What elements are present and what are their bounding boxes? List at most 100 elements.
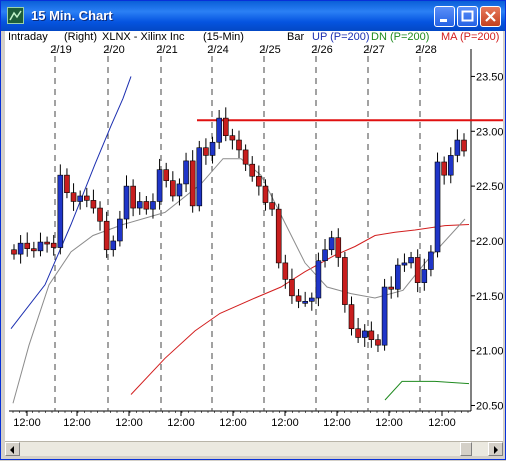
down-candle bbox=[50, 242, 57, 248]
date-label: 2/24 bbox=[207, 44, 228, 56]
down-candle bbox=[70, 192, 77, 202]
up-candle bbox=[17, 242, 24, 255]
date-label: 2/27 bbox=[363, 44, 384, 56]
price-chart[interactable]: 2/19 2/20 2/21 2/24 2/25 2/26 2/27 2/28 23.50 23… bbox=[5, 31, 504, 456]
up-candle bbox=[117, 218, 123, 242]
down-candle bbox=[64, 174, 70, 194]
down-candle bbox=[97, 207, 103, 222]
up-candle bbox=[136, 201, 143, 209]
scroll-right-button[interactable] bbox=[488, 442, 503, 456]
down-candle bbox=[103, 220, 110, 251]
down-candle bbox=[11, 249, 17, 255]
y-tick-label: 21.00 bbox=[476, 346, 503, 358]
up-candle bbox=[123, 185, 130, 220]
scroll-left-button[interactable] bbox=[5, 442, 20, 456]
title-bar[interactable]: 15 Min. Chart bbox=[1, 1, 505, 31]
up-candle bbox=[209, 141, 216, 156]
close-button[interactable] bbox=[480, 6, 501, 27]
y-tick-label: 21.50 bbox=[476, 291, 503, 303]
down-candle bbox=[83, 195, 90, 201]
down-candle bbox=[368, 330, 375, 340]
down-candle bbox=[130, 185, 136, 209]
x-tick-label: 12:00 bbox=[13, 417, 41, 429]
maximize-button[interactable] bbox=[457, 6, 478, 27]
up-candle bbox=[110, 240, 117, 251]
x-tick-label: 12:00 bbox=[115, 417, 143, 429]
down-candle bbox=[355, 328, 361, 338]
dn-band-legend: DN (P=200) bbox=[371, 31, 430, 43]
down-candle bbox=[143, 201, 150, 210]
x-tick-label: 12:00 bbox=[219, 417, 247, 429]
date-label: 2/28 bbox=[415, 44, 436, 56]
date-label: 2/21 bbox=[156, 44, 177, 56]
down-candle bbox=[236, 139, 242, 151]
up-candle bbox=[381, 286, 388, 346]
up-candle bbox=[401, 262, 408, 266]
up-candle bbox=[176, 183, 183, 197]
up-candle bbox=[196, 147, 203, 207]
down-candle bbox=[31, 248, 37, 252]
up-candle bbox=[434, 161, 441, 253]
up-candle bbox=[150, 201, 156, 210]
up-candle bbox=[216, 117, 222, 143]
down-candle bbox=[44, 241, 50, 245]
down-candle bbox=[441, 161, 447, 176]
date-label: 2/19 bbox=[50, 44, 71, 56]
minimize-button[interactable] bbox=[434, 6, 455, 27]
up-candle bbox=[37, 241, 44, 252]
chart-area[interactable]: 2/19 2/20 2/21 2/24 2/25 2/26 2/27 2/28 23.50 23… bbox=[5, 31, 504, 456]
up-band-line bbox=[10, 76, 132, 330]
chart-style-label: Bar bbox=[287, 31, 305, 43]
up-candle bbox=[395, 264, 401, 290]
down-candle bbox=[335, 237, 342, 258]
up-candle bbox=[156, 169, 163, 202]
date-label: 2/25 bbox=[259, 44, 280, 56]
up-candle bbox=[428, 251, 434, 270]
scroll-thumb[interactable] bbox=[460, 442, 472, 456]
down-candle bbox=[414, 257, 421, 283]
down-candle bbox=[342, 257, 348, 305]
ma-legend: MA (P=200) bbox=[441, 31, 500, 43]
down-candle bbox=[289, 279, 295, 297]
up-candle bbox=[77, 195, 83, 202]
up-candle bbox=[322, 249, 328, 262]
date-label: 2/26 bbox=[311, 44, 332, 56]
gray-average-line bbox=[12, 158, 466, 404]
y-tick-label: 23.00 bbox=[476, 126, 503, 138]
horizontal-scrollbar[interactable] bbox=[5, 441, 503, 456]
down-candle bbox=[275, 208, 282, 264]
y-tick-label: 23.50 bbox=[476, 71, 503, 83]
dn-band-line bbox=[384, 380, 470, 401]
down-candle bbox=[203, 147, 209, 156]
down-candle bbox=[295, 295, 302, 302]
window-title: 15 Min. Chart bbox=[31, 8, 113, 23]
x-tick-label: 12:00 bbox=[375, 417, 403, 429]
y-tick-label: 20.50 bbox=[476, 401, 503, 413]
up-candle bbox=[57, 174, 64, 248]
y-tick-label: 22.50 bbox=[476, 181, 503, 193]
up-candle bbox=[308, 297, 315, 302]
up-candle bbox=[447, 155, 454, 176]
down-candle bbox=[269, 202, 275, 210]
up-candle bbox=[454, 139, 461, 156]
period-label: Intraday bbox=[8, 31, 48, 43]
symbol-label: XLNX - Xilinx Inc bbox=[102, 31, 185, 43]
x-tick-label: 12:00 bbox=[271, 417, 299, 429]
x-tick-label: 12:00 bbox=[167, 417, 195, 429]
up-candle bbox=[183, 160, 189, 185]
up-candle bbox=[421, 269, 428, 283]
interval-label: (15-Min) bbox=[203, 31, 244, 43]
down-candle bbox=[222, 117, 229, 136]
y-tick-label: 22.00 bbox=[476, 236, 503, 248]
x-tick-label: 12:00 bbox=[63, 417, 91, 429]
down-candle bbox=[348, 304, 355, 330]
down-candle bbox=[249, 163, 256, 177]
down-candle bbox=[170, 180, 176, 197]
up-candle bbox=[315, 260, 322, 299]
down-candle bbox=[242, 149, 249, 165]
down-candle bbox=[90, 200, 97, 209]
down-candle bbox=[229, 135, 236, 141]
down-candle bbox=[256, 175, 262, 187]
down-candle bbox=[375, 339, 381, 346]
